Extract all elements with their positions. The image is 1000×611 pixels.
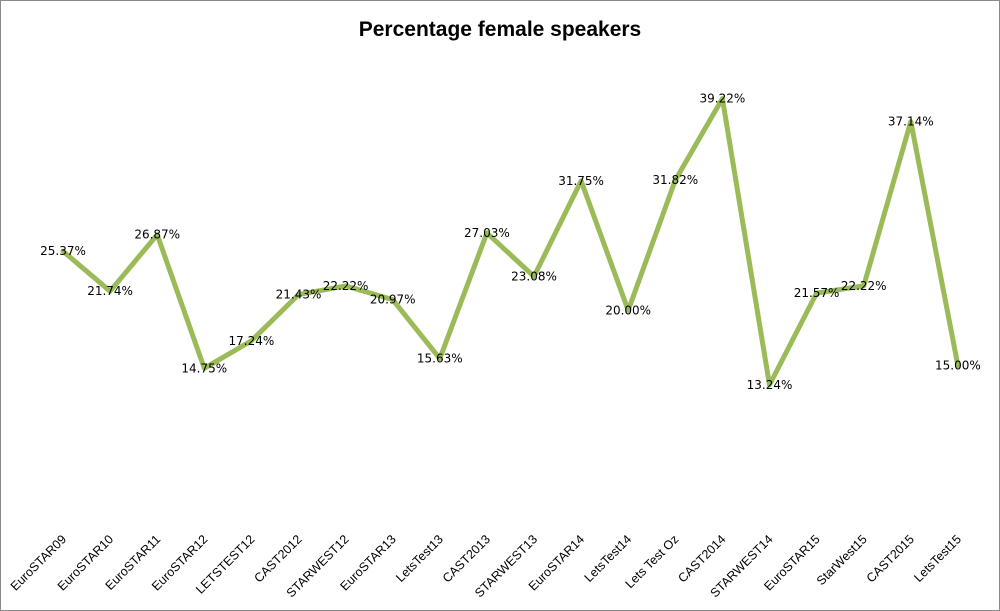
- data-label: 17.24%: [229, 334, 275, 348]
- data-label: 20.00%: [605, 303, 651, 317]
- chart-title: Percentage female speakers: [358, 18, 642, 41]
- data-label: 26.87%: [134, 228, 180, 242]
- data-label: 21.74%: [87, 284, 133, 298]
- x-tick-label: LetsTest13: [393, 532, 446, 585]
- data-label: 15.63%: [417, 352, 463, 366]
- data-label: 20.97%: [370, 293, 416, 307]
- data-label: 14.75%: [181, 361, 227, 375]
- data-label: 27.03%: [464, 226, 510, 240]
- data-label: 31.75%: [558, 174, 604, 188]
- x-tick-label: CAST2015: [864, 532, 917, 585]
- data-label: 39.22%: [700, 92, 746, 106]
- data-label: 31.82%: [652, 173, 698, 187]
- data-label: 13.24%: [747, 378, 793, 392]
- data-label: 25.37%: [40, 244, 86, 258]
- data-label: 22.22%: [841, 279, 887, 293]
- data-label: 23.08%: [511, 270, 557, 284]
- series-line-layer: [60, 96, 961, 388]
- data-label: 37.14%: [888, 115, 934, 129]
- x-tick-label: StarWest15: [814, 532, 870, 588]
- x-axis-tick-labels: EuroSTAR09EuroSTAR10EuroSTAR11EuroSTAR12…: [8, 532, 964, 600]
- data-label: 21.43%: [276, 288, 322, 302]
- series-line: [60, 96, 961, 388]
- x-tick-label: LetsTest15: [911, 532, 964, 585]
- data-label-layer: 25.37%21.74%26.87%14.75%17.24%21.43%22.2…: [40, 92, 981, 392]
- data-label: 22.22%: [323, 279, 369, 293]
- data-label: 15.00%: [935, 359, 981, 373]
- data-label: 21.57%: [794, 286, 840, 300]
